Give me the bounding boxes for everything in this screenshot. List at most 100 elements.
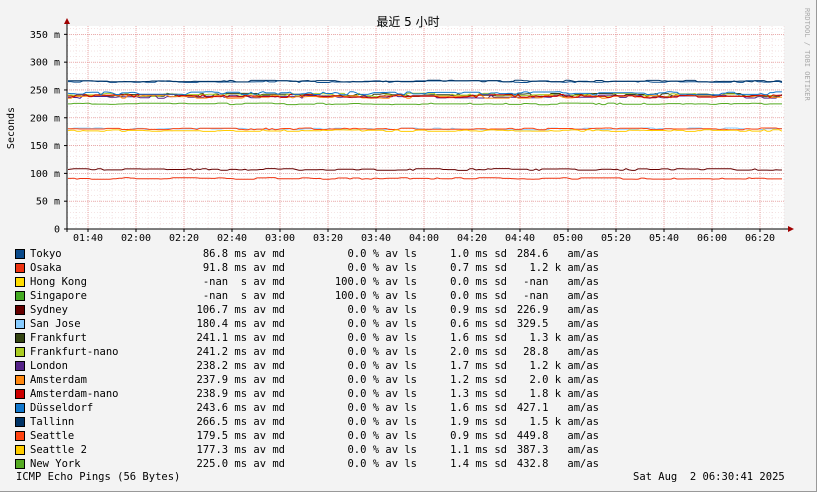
plot-area bbox=[67, 26, 784, 229]
legend-sd: 1.6 ms sd bbox=[450, 402, 507, 414]
legend-row: Sydney 106.7 ms av md 0.0 % av ls 0.9 ms sd… bbox=[15, 303, 635, 317]
y-tick-label: 0 bbox=[54, 225, 60, 236]
x-tick-label: 04:20 bbox=[457, 233, 487, 244]
legend-loss: 100.0 % av ls bbox=[334, 276, 417, 288]
legend-row: Amsterdam 237.9 ms av md 0.0 % av ls 1.2 ms… bbox=[15, 373, 635, 387]
x-tick-label: 02:40 bbox=[217, 233, 247, 244]
legend-amas: 432.8 am/as bbox=[516, 458, 599, 470]
series-lines bbox=[67, 79, 783, 180]
legend-sd: 0.9 ms sd bbox=[450, 304, 507, 316]
footer-timestamp: Sat Aug 2 06:30:41 2025 bbox=[633, 471, 785, 483]
legend-name: Amsterdam-nano bbox=[30, 388, 119, 400]
legend-avg: 238.2 ms av md bbox=[196, 360, 285, 372]
legend-loss: 0.0 % av ls bbox=[347, 248, 417, 260]
legend-name: Sydney bbox=[30, 304, 68, 316]
legend-amas: 449.8 am/as bbox=[516, 430, 599, 442]
legend-amas: 1.3 k am/as bbox=[529, 332, 599, 344]
series-line-new-york bbox=[68, 102, 782, 106]
legend-sd: 1.9 ms sd bbox=[450, 416, 507, 428]
legend-row: Frankfurt-nano 241.2 ms av md 0.0 % av ls 2… bbox=[15, 345, 635, 359]
legend-avg: 237.9 ms av md bbox=[196, 374, 285, 386]
legend-row: New York 225.0 ms av md 0.0 % av ls 1.4 ms … bbox=[15, 457, 635, 471]
series-line-seattle bbox=[68, 127, 782, 131]
legend-avg: -nan s av md bbox=[202, 276, 285, 288]
legend-swatch bbox=[15, 445, 25, 455]
legend-amas: 2.0 k am/as bbox=[529, 374, 599, 386]
x-tick-label: 03:00 bbox=[265, 233, 295, 244]
legend-name: Frankfurt-nano bbox=[30, 346, 119, 358]
legend-avg: 86.8 ms av md bbox=[202, 248, 285, 260]
rrdtool-credit: RRDTOOL / TOBI OETIKER bbox=[803, 8, 811, 102]
x-tick-label: 03:20 bbox=[313, 233, 343, 244]
legend-name: Tokyo bbox=[30, 248, 62, 260]
legend-row: Frankfurt 241.1 ms av md 0.0 % av ls 1.6 ms… bbox=[15, 331, 635, 345]
legend-amas: 226.9 am/as bbox=[516, 304, 599, 316]
chart-title: 最近 5 小时 bbox=[376, 15, 439, 29]
legend-swatch bbox=[15, 459, 25, 469]
legend-row: Düsseldorf 243.6 ms av md 0.0 % av ls 1.6 m… bbox=[15, 401, 635, 415]
x-axis-arrow bbox=[788, 226, 794, 232]
legend-avg: 238.9 ms av md bbox=[196, 388, 285, 400]
legend-avg: 179.5 ms av md bbox=[196, 430, 285, 442]
legend-loss: 0.0 % av ls bbox=[347, 416, 417, 428]
legend-name: London bbox=[30, 360, 68, 372]
legend-amas: 284.6 am/as bbox=[516, 248, 599, 260]
legend-sd: 1.6 ms sd bbox=[450, 332, 507, 344]
legend-swatch bbox=[15, 263, 25, 273]
legend-row: Hong Kong -nan s av md 100.0 % av ls 0.0 ms… bbox=[15, 275, 635, 289]
legend-loss: 100.0 % av ls bbox=[334, 290, 417, 302]
legend-swatch bbox=[15, 361, 25, 371]
legend-row: Tallinn 266.5 ms av md 0.0 % av ls 1.9 ms s… bbox=[15, 415, 635, 429]
legend-sd: 0.9 ms sd bbox=[450, 430, 507, 442]
legend-avg: 106.7 ms av md bbox=[196, 304, 285, 316]
legend-avg: 91.8 ms av md bbox=[202, 262, 285, 274]
legend-avg: -nan s av md bbox=[202, 290, 285, 302]
legend-sd: 0.7 ms sd bbox=[450, 262, 507, 274]
legend-row: Seattle 2 177.3 ms av md 0.0 % av ls 1.1 ms… bbox=[15, 443, 635, 457]
legend-sd: 1.1 ms sd bbox=[450, 444, 507, 456]
legend-avg: 241.1 ms av md bbox=[196, 332, 285, 344]
legend-swatch bbox=[15, 305, 25, 315]
x-tick-label: 01:40 bbox=[73, 233, 103, 244]
legend-swatch bbox=[15, 319, 25, 329]
legend-avg: 243.6 ms av md bbox=[196, 402, 285, 414]
legend-name: Seattle bbox=[30, 430, 75, 442]
legend-name: Singapore bbox=[30, 290, 87, 302]
legend-row: Osaka 91.8 ms av md 0.0 % av ls 0.7 ms sd 1.… bbox=[15, 261, 635, 275]
x-tick-label: 06:00 bbox=[697, 233, 727, 244]
legend-amas: 329.5 am/as bbox=[516, 318, 599, 330]
legend-amas: 28.8 am/as bbox=[523, 346, 599, 358]
legend-row: San Jose 180.4 ms av md 0.0 % av ls 0.6 ms … bbox=[15, 317, 635, 331]
legend-sd: 1.0 ms sd bbox=[450, 248, 507, 260]
legend-amas: -nan am/as bbox=[523, 276, 599, 288]
legend-loss: 0.0 % av ls bbox=[347, 318, 417, 330]
legend-loss: 0.0 % av ls bbox=[347, 346, 417, 358]
legend-name: Amsterdam bbox=[30, 374, 87, 386]
legend-loss: 0.0 % av ls bbox=[347, 402, 417, 414]
legend-sd: 0.6 ms sd bbox=[450, 318, 507, 330]
legend-loss: 0.0 % av ls bbox=[347, 262, 417, 274]
series-line-d-sseldorf bbox=[67, 91, 782, 96]
legend-loss: 0.0 % av ls bbox=[347, 374, 417, 386]
series-line-amsterdam-nano bbox=[68, 93, 782, 99]
y-tick-label: 50 m bbox=[36, 197, 60, 208]
legend-name: Frankfurt bbox=[30, 332, 87, 344]
legend-amas: 387.3 am/as bbox=[516, 444, 599, 456]
legend-amas: 1.8 k am/as bbox=[529, 388, 599, 400]
legend-name: Düsseldorf bbox=[30, 402, 94, 414]
legend-loss: 0.0 % av ls bbox=[347, 304, 417, 316]
legend-row: London 238.2 ms av md 0.0 % av ls 1.7 ms sd… bbox=[15, 359, 635, 373]
legend-name: Seattle 2 bbox=[30, 444, 87, 456]
x-tick-label: 02:00 bbox=[121, 233, 151, 244]
legend-sd: 1.4 ms sd bbox=[450, 458, 507, 470]
y-axis-label: Seconds bbox=[6, 107, 17, 149]
legend-swatch bbox=[15, 375, 25, 385]
series-line-seattle-2 bbox=[67, 129, 783, 132]
y-tick-label: 300 m bbox=[30, 58, 60, 69]
y-tick-label: 350 m bbox=[30, 30, 60, 41]
legend-name: San Jose bbox=[30, 318, 81, 330]
legend-avg: 225.0 ms av md bbox=[196, 458, 285, 470]
legend-swatch bbox=[15, 417, 25, 427]
legend-sd: 1.7 ms sd bbox=[450, 360, 507, 372]
